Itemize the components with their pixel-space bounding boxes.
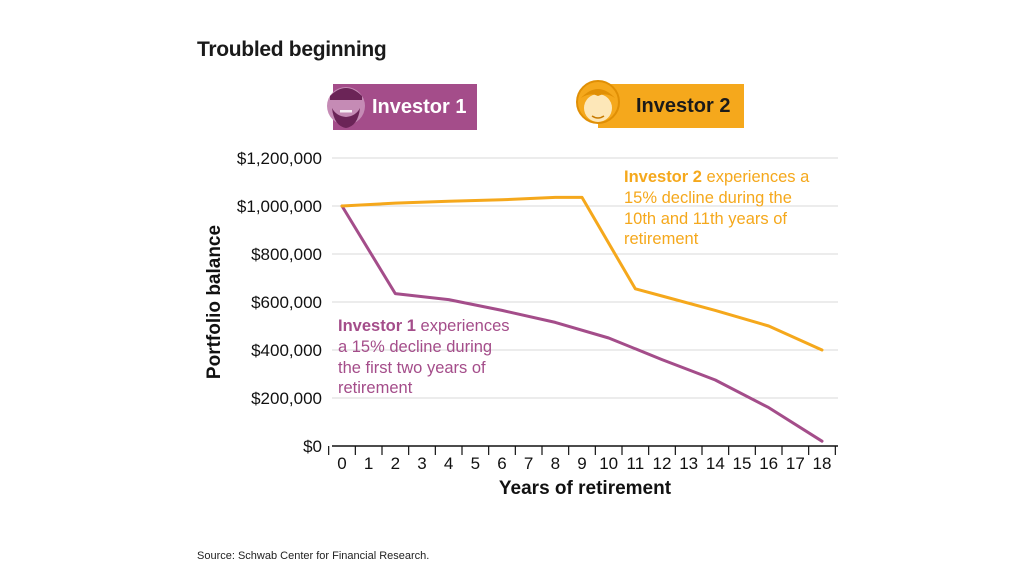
x-tick-label: 0: [337, 454, 346, 473]
x-tick-label: 3: [417, 454, 426, 473]
investor-2-badge-label: Investor 2: [636, 95, 730, 117]
y-tick-label: $1,000,000: [237, 197, 322, 216]
annotation-1-line-1: experiences: [416, 317, 510, 335]
x-tick-label: 8: [551, 454, 560, 473]
x-tick-label: 13: [679, 454, 698, 473]
x-tick-label: 10: [599, 454, 618, 473]
x-tick-label: 11: [627, 454, 645, 473]
source-note: Source: Schwab Center for Financial Rese…: [197, 550, 430, 562]
series-lines: [340, 195, 824, 443]
annotation-2-line-3: 10th and 11th years of: [624, 210, 787, 228]
chart-title: Troubled beginning: [197, 38, 387, 61]
x-tick-label: 17: [786, 454, 805, 473]
investor-1-badge-label: Investor 1: [372, 96, 466, 118]
annotation-1-line-2: a 15% decline during: [338, 338, 492, 356]
x-tick-label: 16: [759, 454, 778, 473]
y-tick-label: $800,000: [251, 245, 322, 264]
annotation-1-line-3: the first two years of: [338, 359, 486, 377]
annotation-2-bold: Investor 2: [624, 168, 702, 186]
annotation-2-line-2: 15% decline during the: [624, 189, 792, 207]
y-tick-label: $600,000: [251, 293, 322, 312]
man-face-icon: [327, 87, 365, 128]
x-axis-title: Years of retirement: [499, 478, 672, 499]
series-line-investor-1: [340, 204, 824, 443]
y-tick-label: $1,200,000: [237, 149, 322, 168]
annotation-2-line-4: retirement: [624, 230, 699, 248]
x-tick-label: 12: [653, 454, 672, 473]
x-tick-label: 6: [497, 454, 506, 473]
x-tick-label: 9: [577, 454, 586, 473]
x-tick-labels: 0 1 2 3 4 5 6 7 8 9 10 11 12 13 14 15 16 17 18: [337, 454, 831, 473]
svg-text:Investor 2 experiences a: Investor 2 experiences a: [624, 168, 810, 186]
investor-1-annotation: Investor 1 experiences a 15% decline dur…: [338, 317, 510, 397]
annotation-1-bold: Investor 1: [338, 317, 416, 335]
svg-text:Investor 1 experiences: Investor 1 experiences: [338, 317, 510, 335]
annotation-1-line-4: retirement: [338, 379, 413, 397]
x-tick-label: 18: [813, 454, 832, 473]
x-tick-label: 7: [524, 454, 533, 473]
x-tick-label: 14: [706, 454, 725, 473]
x-tick-label: 4: [444, 454, 453, 473]
investor-1-badge: Investor 1: [327, 84, 477, 130]
investor-2-badge-bg: [598, 84, 744, 128]
investor-2-annotation: Investor 2 experiences a 15% decline dur…: [624, 168, 810, 248]
y-tick-labels: $0 $200,000 $400,000 $600,000 $800,000 $1,000…: [237, 149, 322, 456]
x-tick-label: 15: [733, 454, 752, 473]
y-tick-label: $0: [303, 437, 322, 456]
woman-face-icon: [576, 80, 620, 124]
y-axis-title: Portfolio balance: [204, 225, 225, 379]
series-line-investor-2: [340, 195, 824, 352]
annotation-2-line-1: experiences a: [702, 168, 810, 186]
x-tick-label: 1: [364, 454, 373, 473]
investor-2-badge: Investor 2: [576, 80, 744, 128]
gridlines: [332, 157, 838, 399]
y-tick-label: $200,000: [251, 389, 322, 408]
x-tick-label: 2: [391, 454, 400, 473]
y-tick-label: $400,000: [251, 341, 322, 360]
x-tick-label: 5: [471, 454, 480, 473]
x-axis: [328, 445, 838, 455]
